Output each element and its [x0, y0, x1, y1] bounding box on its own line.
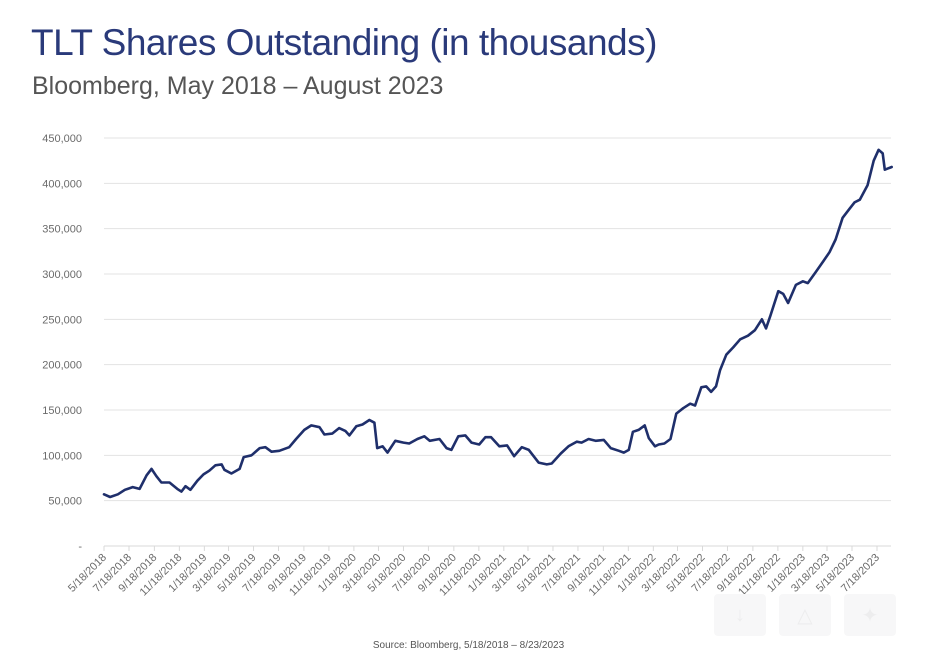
series-line [102, 148, 894, 499]
chart-subtitle: Bloomberg, May 2018 – August 2023 [32, 72, 444, 100]
drive-button[interactable]: △ [779, 594, 831, 636]
y-tick-label: 50,000 [48, 496, 82, 508]
y-tick-label: 250,000 [42, 314, 82, 326]
share-icon: ✦ [861, 604, 879, 627]
share-button[interactable]: ✦ [844, 594, 896, 636]
y-axis-ticks: - 50,000 100,000 150,000 200,000 250,000 300,0… [42, 133, 82, 553]
y-tick-label: 350,000 [42, 224, 82, 236]
download-icon: ↓ [735, 603, 745, 626]
drive-icon: △ [797, 604, 813, 627]
download-button[interactable]: ↓ [714, 594, 766, 636]
gridlines [104, 137, 891, 502]
y-tick-label: 450,000 [42, 133, 82, 145]
y-tick-label: 150,000 [42, 405, 82, 417]
chart-title: TLT Shares Outstanding (in thousands) [31, 22, 657, 63]
y-tick-label: 200,000 [42, 360, 82, 372]
series-group [102, 148, 894, 499]
y-tick-label: 100,000 [42, 450, 82, 462]
x-axis: 5/18/20187/18/20189/18/201811/18/20181/1… [66, 545, 891, 598]
source-note: Source: Bloomberg, 5/18/2018 – 8/23/2023 [372, 640, 565, 651]
y-tick-label: 400,000 [42, 178, 82, 190]
y-tick-label: - [78, 541, 82, 553]
y-tick-label: 300,000 [42, 269, 82, 281]
